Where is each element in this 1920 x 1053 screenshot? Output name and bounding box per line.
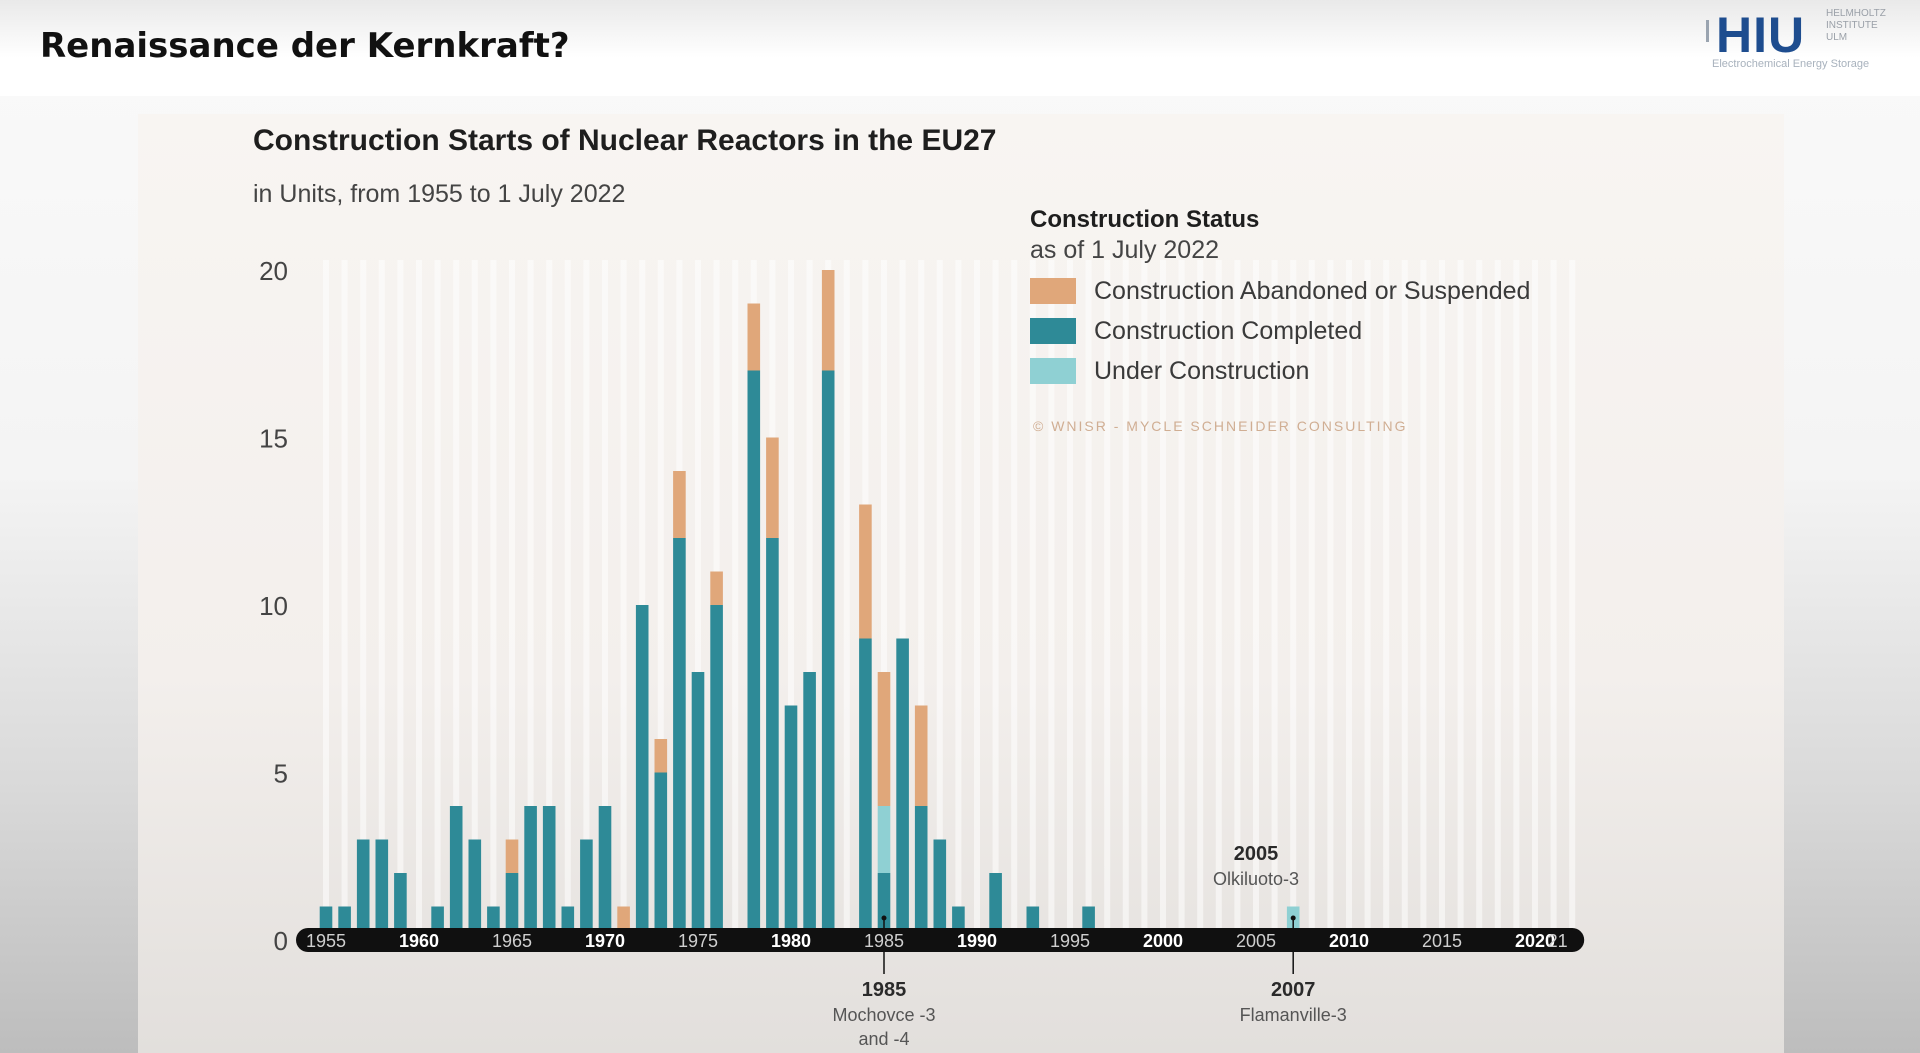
bar — [933, 839, 947, 940]
annotation-year: 2005 — [1234, 843, 1279, 865]
y-tick-label: 20 — [259, 256, 288, 286]
legend-title: Construction Status — [1030, 206, 1260, 233]
annotation-year: 2007 — [1271, 979, 1316, 1001]
bar — [356, 839, 370, 940]
logo-side-line: INSTITUTE — [1826, 20, 1878, 31]
y-tick-label: 15 — [259, 424, 288, 454]
x-tick-label: 1995 — [1050, 931, 1090, 951]
annotation-label: Olkiluoto-3 — [1213, 869, 1299, 889]
bar — [914, 806, 928, 940]
bar — [654, 772, 668, 940]
bar — [859, 638, 872, 940]
chart-subtitle: in Units, from 1955 to 1 July 2022 — [253, 180, 626, 208]
bar — [673, 471, 686, 538]
legend-item-abandoned: Construction Abandoned or Suspended — [1030, 277, 1530, 305]
bar — [468, 839, 482, 940]
bar — [914, 705, 928, 806]
bar — [654, 739, 668, 773]
chart-credit: © WNISR - MYCLE SCHNEIDER CONSULTING — [1033, 418, 1408, 434]
legend-subtitle: as of 1 July 2022 — [1030, 236, 1220, 264]
chart-title: Construction Starts of Nuclear Reactors … — [253, 124, 997, 157]
bar — [449, 806, 463, 940]
x-tick-label: 2005 — [1236, 931, 1276, 951]
legend-item-under-construction: Under Construction — [1030, 357, 1530, 385]
x-tick-label: 1975 — [678, 931, 718, 951]
bar — [989, 873, 1002, 940]
bar — [505, 839, 519, 873]
bar — [859, 504, 872, 639]
bar — [766, 437, 779, 538]
annotation-label: and -4 — [858, 1029, 909, 1049]
hiu-logo: HIU HELMHOLTZ INSTITUTE ULM Electrochemi… — [1700, 4, 1900, 74]
legend: Construction Status as of 1 July 2022 Co… — [1030, 206, 1530, 385]
bar — [375, 839, 389, 940]
bar — [784, 705, 798, 940]
legend-label: Construction Abandoned or Suspended — [1094, 276, 1531, 305]
annotation-year: 1985 — [862, 979, 907, 1001]
bar — [524, 806, 537, 940]
x-axis-band — [296, 928, 1585, 952]
x-tick-label: 1965 — [492, 931, 532, 951]
legend-label: Construction Completed — [1094, 316, 1363, 345]
x-tick-label: 1970 — [585, 931, 625, 951]
bar — [803, 672, 816, 940]
bar — [710, 571, 723, 605]
annotation-label: Mochovce -3 — [832, 1005, 935, 1025]
bar — [896, 638, 909, 940]
bar — [877, 873, 891, 940]
x-tick-label: 1990 — [957, 931, 997, 951]
bar — [821, 370, 835, 940]
legend-item-completed: Construction Completed — [1030, 317, 1530, 345]
bar — [542, 806, 556, 940]
x-tick-label: 1980 — [771, 931, 811, 951]
x-tick-label: 1955 — [306, 931, 346, 951]
legend-label: Under Construction — [1094, 356, 1310, 385]
annotation-dot — [1290, 915, 1296, 921]
bar — [710, 605, 723, 940]
legend-swatch-completed — [1030, 318, 1076, 344]
slide-header: Renaissance der Kernkraft? HIU HELMHOLTZ… — [0, 0, 1920, 96]
legend-swatch-under-construction — [1030, 358, 1076, 384]
bar — [747, 370, 761, 940]
y-tick-label: 0 — [274, 926, 288, 956]
bar — [821, 270, 835, 371]
bar — [877, 806, 891, 873]
bar — [394, 873, 407, 940]
bar — [673, 538, 686, 940]
annotation-label: Flamanville-3 — [1240, 1005, 1347, 1025]
bar — [598, 806, 612, 940]
bar — [877, 672, 891, 806]
x-tick-label: 2010 — [1329, 931, 1369, 951]
x-tick-label: 2000 — [1143, 931, 1183, 951]
annotation-dot — [881, 915, 887, 921]
x-tick-label: 21 — [1548, 931, 1568, 951]
logo-mark: HIU — [1716, 7, 1806, 63]
logo-side-line: ULM — [1826, 32, 1848, 43]
x-tick-label: 1960 — [399, 931, 439, 951]
bar — [580, 839, 593, 940]
legend-swatch-abandoned — [1030, 278, 1076, 304]
bar — [635, 605, 649, 940]
bar — [747, 303, 761, 371]
slide-title: Renaissance der Kernkraft? — [40, 26, 570, 66]
logo-side-line: HELMHOLTZ — [1826, 8, 1886, 19]
y-tick-label: 5 — [274, 759, 288, 789]
logo-side-text: HELMHOLTZ INSTITUTE ULM — [1826, 8, 1896, 44]
bar — [505, 873, 519, 940]
x-tick-label: 2015 — [1422, 931, 1462, 951]
x-tick-label: 2020 — [1515, 931, 1555, 951]
y-tick-label: 10 — [259, 591, 288, 621]
bar — [691, 672, 705, 940]
bar — [766, 538, 779, 940]
logo-subtitle: Electrochemical Energy Storage — [1712, 58, 1870, 70]
logo-divider — [1706, 20, 1709, 42]
